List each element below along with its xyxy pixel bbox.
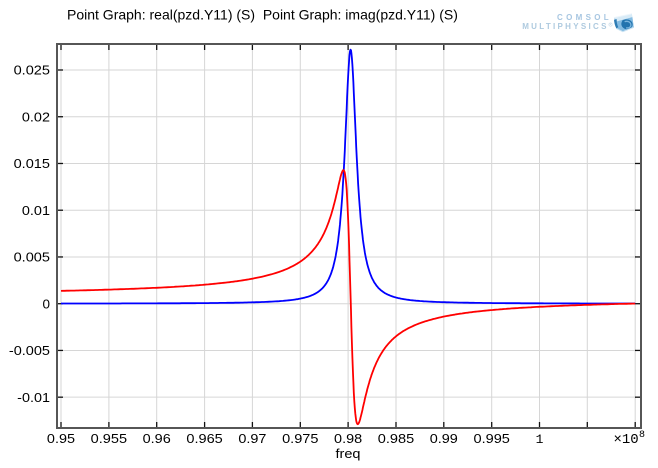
svg-text:8: 8 xyxy=(639,430,645,441)
svg-text:0.955: 0.955 xyxy=(91,431,127,446)
svg-text:0.01: 0.01 xyxy=(22,203,50,218)
svg-text:0.025: 0.025 xyxy=(14,63,50,78)
svg-text:®: ® xyxy=(609,22,613,29)
svg-text:0.985: 0.985 xyxy=(378,431,414,446)
svg-text:COMSOL: COMSOL xyxy=(557,13,612,22)
svg-text:MULTIPHYSICS: MULTIPHYSICS xyxy=(522,22,609,31)
svg-text:0.005: 0.005 xyxy=(14,250,50,265)
svg-text:Point Graph: real(pzd.Y11) (S): Point Graph: real(pzd.Y11) (S) Point Gra… xyxy=(67,7,458,23)
svg-text:0.965: 0.965 xyxy=(186,431,222,446)
svg-text:×10: ×10 xyxy=(614,432,639,448)
svg-text:0.995: 0.995 xyxy=(474,431,510,446)
svg-text:0.015: 0.015 xyxy=(14,156,50,171)
svg-text:0: 0 xyxy=(43,296,51,311)
svg-text:0.99: 0.99 xyxy=(430,431,458,446)
svg-text:-0.005: -0.005 xyxy=(9,343,50,358)
svg-text:1: 1 xyxy=(536,432,544,447)
svg-text:0.96: 0.96 xyxy=(143,431,171,446)
svg-text:0.975: 0.975 xyxy=(282,431,318,446)
svg-text:0.98: 0.98 xyxy=(334,431,362,446)
svg-text:freq: freq xyxy=(336,446,361,461)
svg-text:0.97: 0.97 xyxy=(238,431,266,446)
svg-text:0.02: 0.02 xyxy=(22,109,50,124)
svg-text:-0.01: -0.01 xyxy=(17,390,50,405)
svg-text:0.95: 0.95 xyxy=(47,431,75,446)
